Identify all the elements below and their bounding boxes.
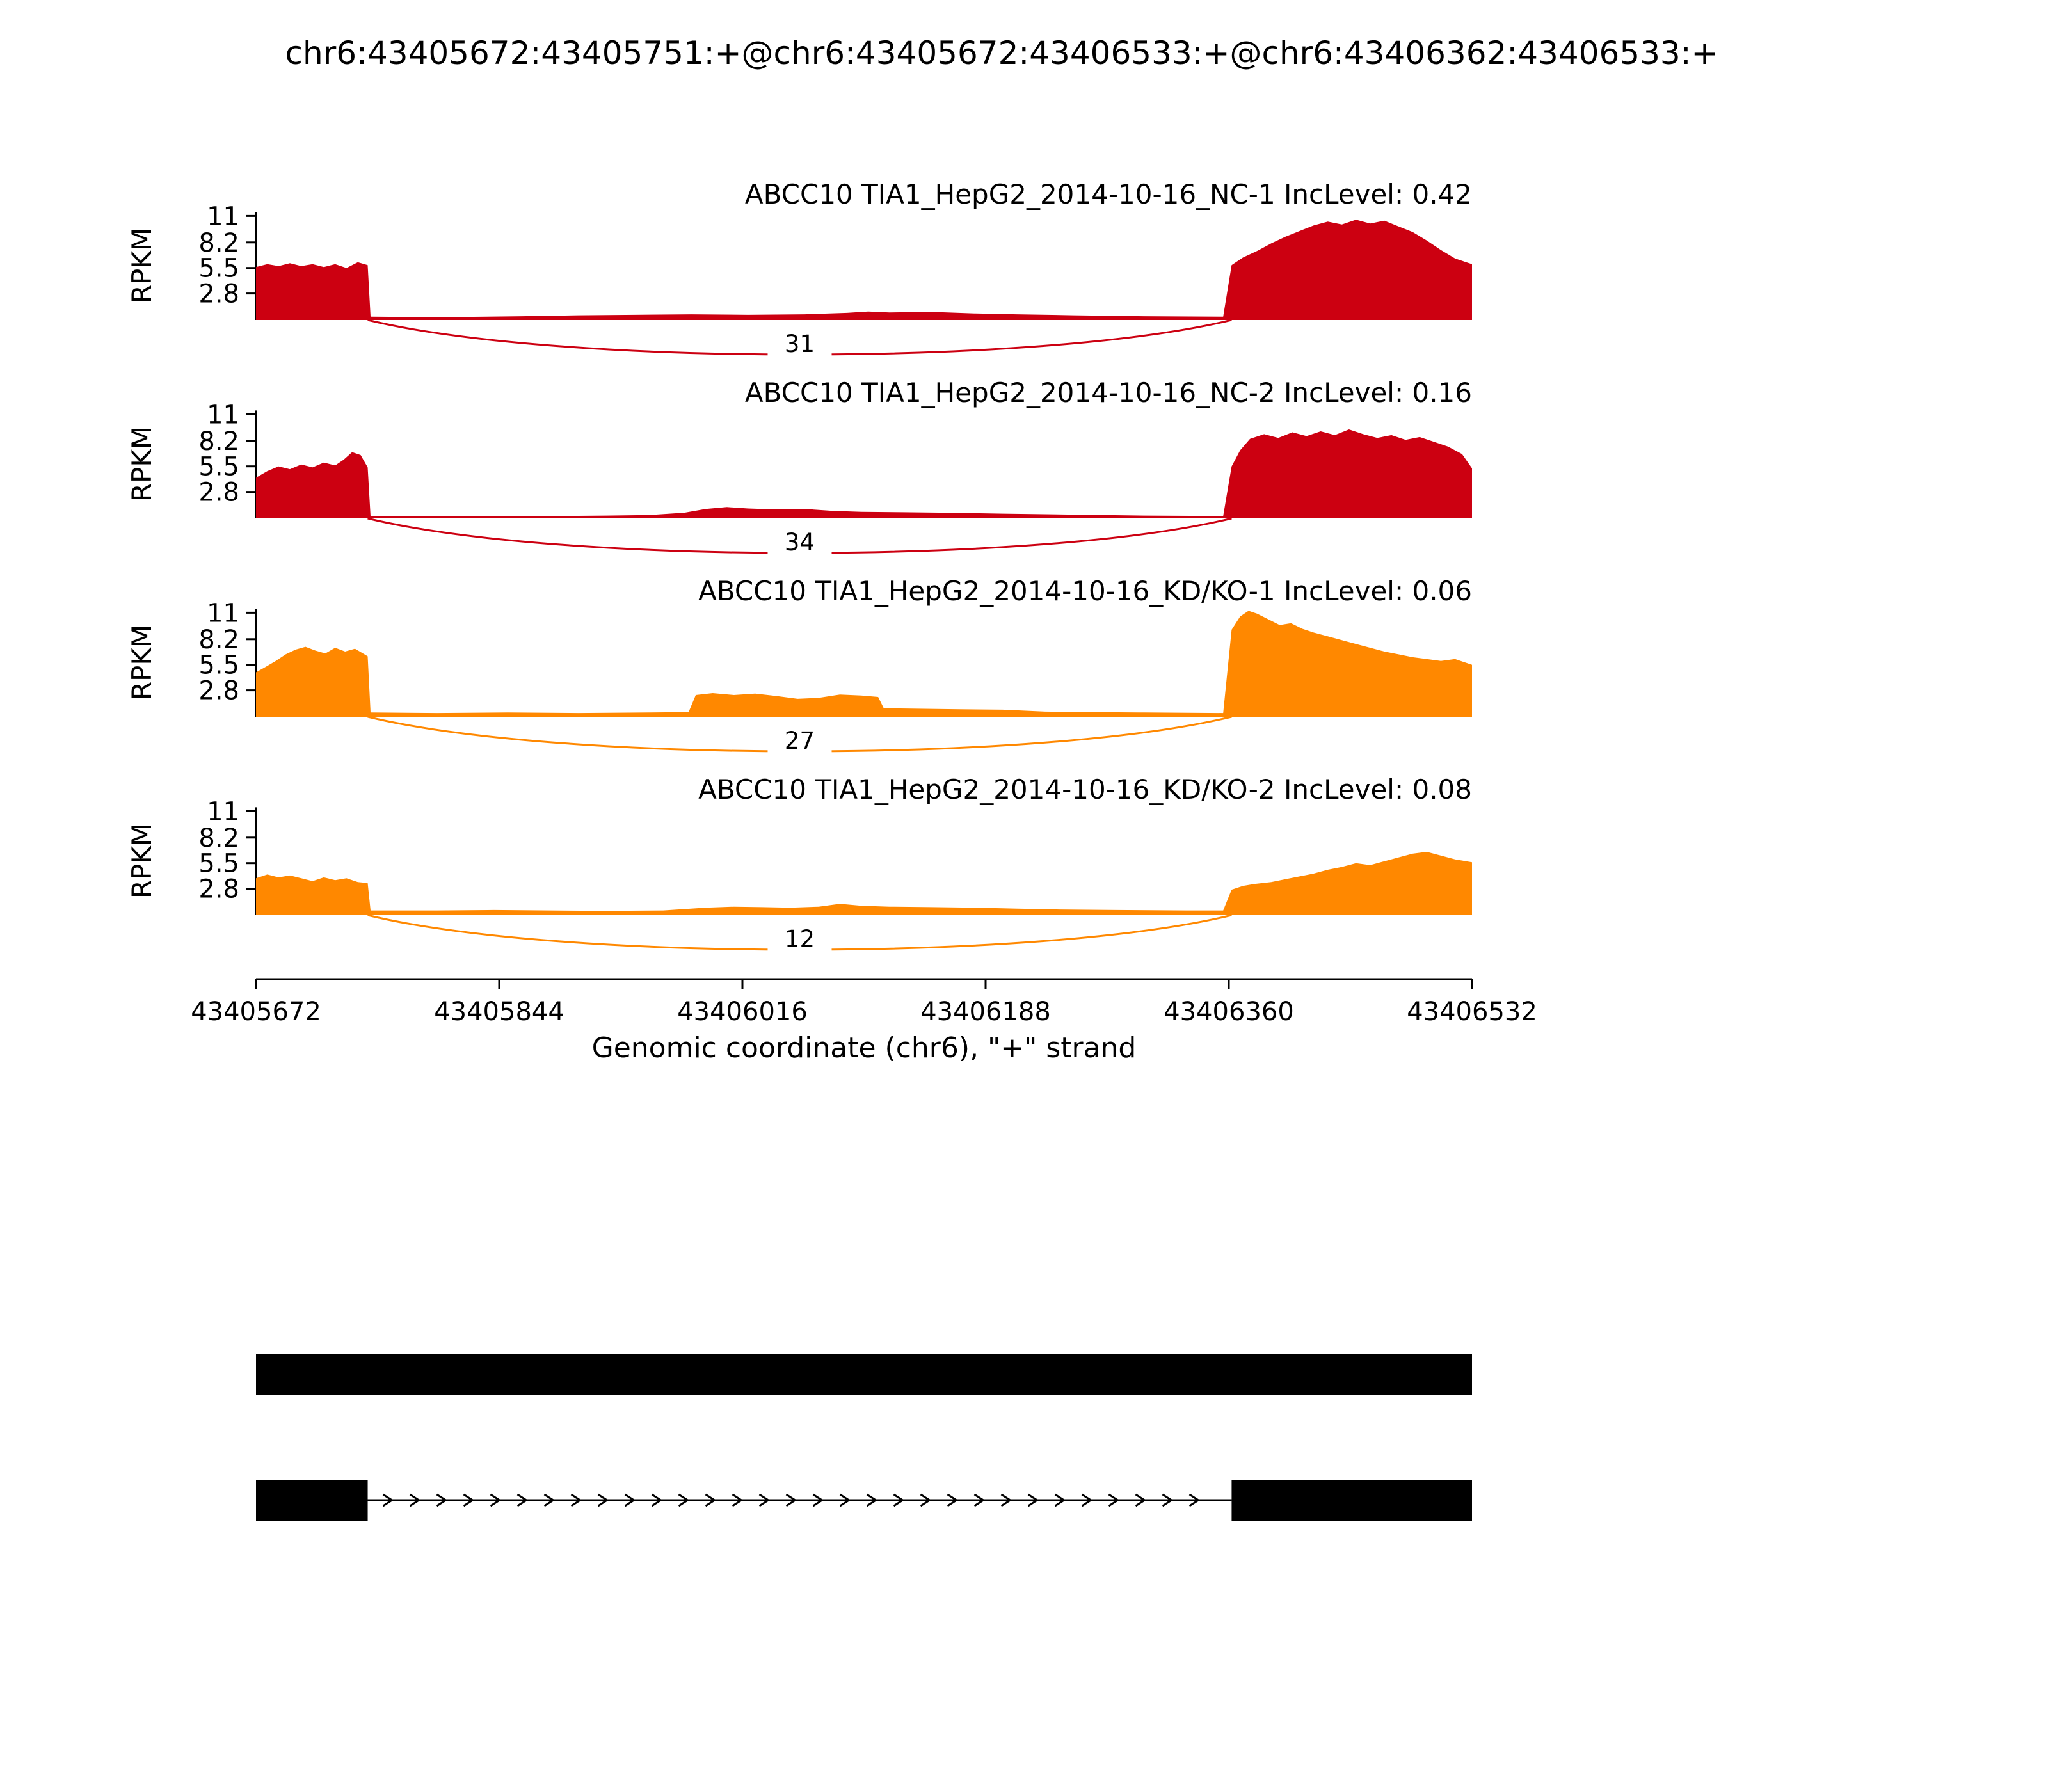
- y-tick-label: 2.8: [198, 875, 239, 904]
- junction-count-bg: [767, 924, 832, 954]
- x-tick-label: 43406532: [1407, 997, 1537, 1027]
- y-tick-label: 2.8: [198, 280, 239, 309]
- y-tick-label: 8.2: [198, 427, 239, 456]
- y-axis-title: RPKM: [126, 625, 157, 700]
- junction-count-bg: [767, 726, 832, 755]
- coverage-area: [256, 220, 1472, 320]
- x-axis: Genomic coordinate (chr6), "+" strand 43…: [191, 978, 1537, 1064]
- y-tick-label: 11: [207, 400, 239, 429]
- junction-count: 27: [785, 727, 815, 755]
- junction-count-bg: [767, 329, 832, 358]
- y-tick-label: 11: [207, 797, 239, 826]
- y-tick-label: 5.5: [198, 849, 239, 879]
- y-tick-label: 2.8: [198, 478, 239, 508]
- coverage-tracks: ABCC10 TIA1_HepG2_2014-10-16_NC-1 IncLev…: [126, 179, 1472, 954]
- coverage-area: [256, 852, 1472, 915]
- coverage-track: ABCC10 TIA1_HepG2_2014-10-16_KD/KO-1 Inc…: [126, 575, 1472, 755]
- x-tick-label: 43406360: [1164, 997, 1294, 1027]
- y-tick-label: 2.8: [198, 676, 239, 706]
- isoform-intron-arrows: [382, 1493, 1201, 1507]
- isoform-2-exon: [256, 1480, 368, 1521]
- figure-title: chr6:43405672:43405751:+@chr6:43405672:4…: [285, 35, 1718, 72]
- x-tick-label: 43406188: [920, 997, 1051, 1027]
- coverage-track: ABCC10 TIA1_HepG2_2014-10-16_NC-2 IncLev…: [126, 377, 1472, 557]
- y-tick-label: 11: [207, 202, 239, 231]
- coverage-track: ABCC10 TIA1_HepG2_2014-10-16_KD/KO-2 Inc…: [126, 774, 1472, 954]
- y-tick-label: 8.2: [198, 228, 239, 258]
- y-tick-label: 11: [207, 598, 239, 628]
- coverage-track: ABCC10 TIA1_HepG2_2014-10-16_NC-1 IncLev…: [126, 179, 1472, 358]
- junction-count: 12: [785, 925, 815, 953]
- track-label: ABCC10 TIA1_HepG2_2014-10-16_NC-2 IncLev…: [745, 377, 1472, 408]
- junction-count: 31: [785, 330, 815, 358]
- gene-structure: [256, 1354, 1472, 1521]
- y-tick-label: 5.5: [198, 651, 239, 680]
- y-tick-label: 8.2: [198, 625, 239, 655]
- isoform-2-exon: [1231, 1480, 1472, 1521]
- y-tick-label: 8.2: [198, 824, 239, 853]
- track-label: ABCC10 TIA1_HepG2_2014-10-16_KD/KO-1 Inc…: [698, 575, 1472, 607]
- junction-count: 34: [785, 529, 815, 556]
- y-tick-label: 5.5: [198, 254, 239, 284]
- y-axis-title: RPKM: [126, 823, 157, 899]
- junction-count-bg: [767, 527, 832, 557]
- x-tick-label: 43405844: [434, 997, 564, 1027]
- x-tick-label: 43406016: [677, 997, 808, 1027]
- coverage-area: [256, 611, 1472, 717]
- x-tick-label: 43405672: [191, 997, 321, 1027]
- isoform-1-exon: [256, 1354, 1472, 1395]
- y-tick-label: 5.5: [198, 452, 239, 482]
- track-label: ABCC10 TIA1_HepG2_2014-10-16_NC-1 IncLev…: [745, 179, 1472, 210]
- coverage-area: [256, 429, 1472, 518]
- y-axis-title: RPKM: [126, 426, 157, 502]
- x-axis-title: Genomic coordinate (chr6), "+" strand: [592, 1032, 1137, 1064]
- track-label: ABCC10 TIA1_HepG2_2014-10-16_KD/KO-2 Inc…: [698, 774, 1472, 805]
- y-axis-title: RPKM: [126, 228, 157, 303]
